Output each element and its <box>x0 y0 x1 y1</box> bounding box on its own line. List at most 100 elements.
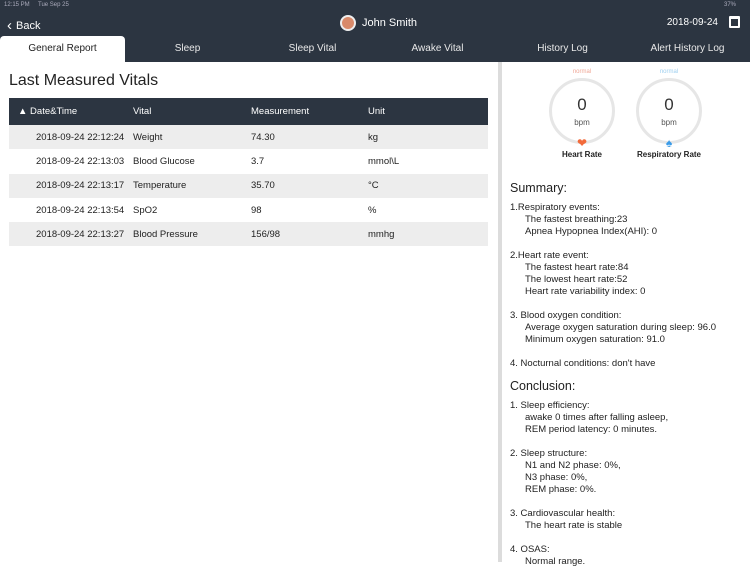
gauge-label: Respiratory Rate <box>636 150 702 159</box>
section-heading: 2.Heart rate event: <box>510 250 589 261</box>
vitals-table: ▲ Date&Time Vital Measurement Unit 2018-… <box>9 98 488 247</box>
section-line: N3 phase: 0%, <box>525 472 588 483</box>
section-line: Heart rate variability index: 0 <box>525 286 646 297</box>
gauge-ring: 0 bpm <box>549 78 615 144</box>
table-cell: 2018-09-24 22:12:24 <box>9 125 133 150</box>
conclusion-section: 2. Sleep structure: N1 and N2 phase: 0%, N… <box>510 448 716 496</box>
conclusion-section: 4. OSAS: Normal range. <box>510 544 716 568</box>
table-cell: 2018-09-24 22:13:27 <box>9 222 133 247</box>
summary-section: 4. Nocturnal conditions: don't have <box>510 358 716 370</box>
summary-title: Summary: <box>510 181 567 195</box>
status-time: 12:15 PM <box>4 2 30 8</box>
panel-divider[interactable] <box>498 62 502 562</box>
section-line: The fastest breathing:23 <box>525 214 628 225</box>
report-panel: normal 0 bpm ❤ Heart Rate normal 0 bpm ♠ R… <box>502 62 750 567</box>
section-heading: 4. OSAS: <box>510 544 550 555</box>
table-cell: Weight <box>133 125 251 150</box>
table-cell: SpO2 <box>133 204 158 216</box>
table-row[interactable]: 2018-09-24 22:13:27 Blood Pressure 156/98 m… <box>9 222 488 247</box>
section-line: REM period latency: 0 minutes. <box>525 424 658 435</box>
tab-general-report[interactable]: General Report <box>0 36 125 62</box>
user-name: John Smith <box>362 17 418 29</box>
table-cell: 156/98 <box>251 222 368 247</box>
gauge-label: Heart Rate <box>561 150 602 159</box>
heart-icon: ❤ <box>576 136 588 150</box>
selected-date[interactable]: 2018-09-24 <box>666 17 718 28</box>
battery-level: 37% <box>723 2 736 8</box>
calendar-icon[interactable] <box>729 16 740 28</box>
section-heading: 3. Blood oxygen condition: <box>510 310 622 321</box>
table-cell: 2018-09-24 22:13:17 <box>9 173 133 198</box>
conclusion-section: 1. Sleep efficiency: awake 0 times after … <box>510 400 716 436</box>
tab-alert-history-log[interactable]: Alert History Log <box>650 43 725 54</box>
conclusion-title: Conclusion: <box>510 379 576 393</box>
tab-sleep-vital[interactable]: Sleep Vital <box>288 43 337 54</box>
gauge-unit: bpm <box>661 118 677 127</box>
report-text: Summary: 1.Respiratory events: The fastest… <box>510 180 716 580</box>
patient-name: John Smith <box>340 15 417 31</box>
table-cell: mmol\L <box>368 155 400 167</box>
gauge-status: normal <box>659 69 679 75</box>
conclusion-section: 3. Cardiovascular health: The heart rate … <box>510 508 716 532</box>
section-line: N1 and N2 phase: 0%, <box>525 460 621 471</box>
back-button[interactable]: ‹ Back <box>7 17 40 34</box>
section-heading: 3. Cardiovascular health: <box>510 508 616 519</box>
col-label: Date&Time <box>30 106 78 117</box>
section-line: Apnea Hypopnea Index(AHI): 0 <box>525 226 658 237</box>
table-cell: kg <box>368 125 488 150</box>
heart-rate-gauge: normal 0 bpm ❤ Heart Rate <box>532 62 632 159</box>
summary-section: 3. Blood oxygen condition: Average oxygen… <box>510 310 716 346</box>
section-heading: 2. Sleep structure: <box>510 448 588 459</box>
table-cell: Blood Pressure <box>133 222 251 247</box>
vitals-panel: Last Measured Vitals ▲ Date&Time Vital M… <box>0 62 498 562</box>
section-line: awake 0 times after falling asleep, <box>525 412 669 423</box>
col-vital: Vital <box>133 98 251 125</box>
table-cell: 98 <box>251 204 262 216</box>
table-row[interactable]: 2018-09-24 22:12:24 Weight 74.30 kg <box>9 125 488 150</box>
table-row[interactable]: 2018-09-24 22:13:17 Temperature 35.70 °C <box>9 173 488 198</box>
summary-section: 1.Respiratory events: The fastest breathi… <box>510 202 716 238</box>
table-cell: 74.30 <box>251 125 368 150</box>
table-cell: Temperature <box>133 173 251 198</box>
top-bar: 12:15 PM Tue Sep 25 37% ‹ Back John Smith… <box>0 0 750 62</box>
chevron-left-icon: ‹ <box>7 17 12 34</box>
section-line: Average oxygen saturation during sleep: … <box>525 322 717 333</box>
col-unit: Unit <box>368 98 488 125</box>
gauge-value: 0 <box>664 95 674 114</box>
section-line: The heart rate is stable <box>525 520 623 531</box>
section-heading: 4. Nocturnal conditions: don't have <box>510 358 656 369</box>
table-cell: 2018-09-24 22:13:03 <box>36 155 125 167</box>
tab-sleep[interactable]: Sleep <box>174 43 201 54</box>
gauge-status: normal <box>572 69 592 75</box>
table-cell: 3.7 <box>251 155 265 167</box>
table-row[interactable]: 2018-09-24 22:13:03 Blood Glucose 3.7 mmol\… <box>9 149 488 173</box>
section-line: Normal range. <box>525 556 586 567</box>
section-heading: 1.Respiratory events: <box>510 202 600 213</box>
section-line: Minimum oxygen saturation: 91.0 <box>525 334 665 345</box>
lungs-icon: ♠ <box>665 136 673 150</box>
tab-history-log[interactable]: History Log <box>537 43 588 54</box>
gauge-unit: bpm <box>574 118 590 127</box>
respiratory-rate-gauge: normal 0 bpm ♠ Respiratory Rate <box>619 62 719 159</box>
table-row[interactable]: 2018-09-24 22:13:54 SpO2 98% <box>9 198 488 222</box>
gauge-ring: 0 bpm <box>636 78 702 144</box>
table-cell: 2018-09-24 22:13:54 <box>36 204 125 216</box>
summary-section: 2.Heart rate event: The fastest heart rat… <box>510 250 716 298</box>
warning-icon: ▲ <box>18 106 28 117</box>
avatar <box>340 15 356 31</box>
section-line: The lowest heart rate:52 <box>525 274 628 285</box>
section-line: The fastest heart rate:84 <box>525 262 629 273</box>
col-datetime: ▲ Date&Time <box>9 98 133 125</box>
back-label: Back <box>16 19 41 32</box>
col-measurement: Measurement <box>251 98 368 125</box>
table-cell: mmhg <box>368 222 488 247</box>
tab-bar: General Report Sleep Sleep Vital Awake V… <box>0 36 750 62</box>
tab-awake-vital[interactable]: Awake Vital <box>411 43 464 54</box>
section-heading: 1. Sleep efficiency: <box>510 400 590 411</box>
gauge-value: 0 <box>577 95 587 114</box>
status-day: Tue Sep 25 <box>38 2 69 8</box>
page-title: Last Measured Vitals <box>9 72 159 89</box>
table-cell: °C <box>368 173 488 198</box>
table-cell: 35.70 <box>251 173 368 198</box>
section-line: REM phase: 0%. <box>525 484 597 495</box>
